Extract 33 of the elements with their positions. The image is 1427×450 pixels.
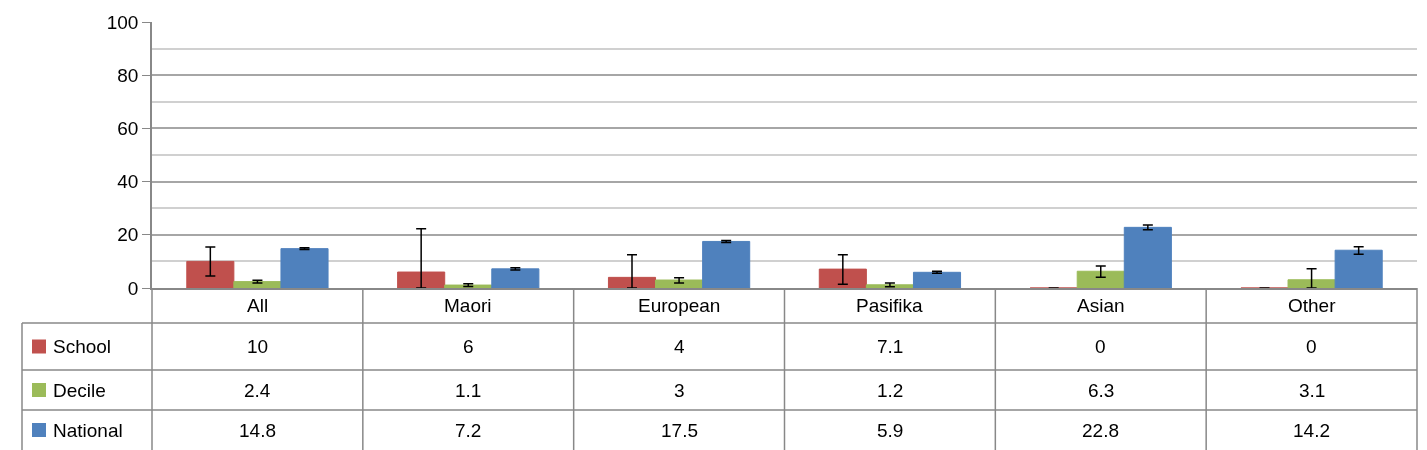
y-tick-label: 0 [127, 277, 139, 299]
data-label: 14.8 [239, 420, 276, 441]
data-label: 6.3 [1088, 380, 1115, 401]
data-label: 7.1 [877, 336, 904, 357]
data-label: 0 [1306, 336, 1317, 357]
x-tick-label: All [247, 295, 269, 316]
x-tick-label: Other [1288, 295, 1337, 316]
data-label: 10 [247, 336, 269, 357]
data-label: 3 [674, 380, 685, 401]
y-tick-label: 80 [117, 64, 139, 86]
data-label: 14.2 [1293, 420, 1330, 441]
data-label: 0 [1095, 336, 1106, 357]
data-label: 17.5 [661, 420, 698, 441]
data-label: 1.1 [455, 380, 482, 401]
legend-label: National [53, 420, 123, 441]
data-label: 7.2 [455, 420, 482, 441]
y-tick-label: 60 [117, 118, 139, 140]
data-label: 4 [674, 336, 685, 357]
data-label: 5.9 [877, 420, 904, 441]
x-tick-label: Pasifika [856, 295, 923, 316]
legend-label: School [53, 336, 112, 357]
x-tick-label: European [638, 295, 721, 316]
data-label: 1.2 [877, 380, 904, 401]
x-tick-label: Asian [1077, 295, 1125, 316]
data-label: 2.4 [244, 380, 271, 401]
data-label: 22.8 [1082, 420, 1119, 441]
data-label: 3.1 [1299, 380, 1326, 401]
data-label: 6 [463, 336, 474, 357]
x-tick-label: Maori [444, 295, 492, 316]
y-tick-label: 100 [106, 11, 139, 33]
legend-label: Decile [53, 380, 106, 401]
y-tick-label: 40 [117, 171, 139, 193]
y-tick-label: 20 [117, 224, 139, 246]
